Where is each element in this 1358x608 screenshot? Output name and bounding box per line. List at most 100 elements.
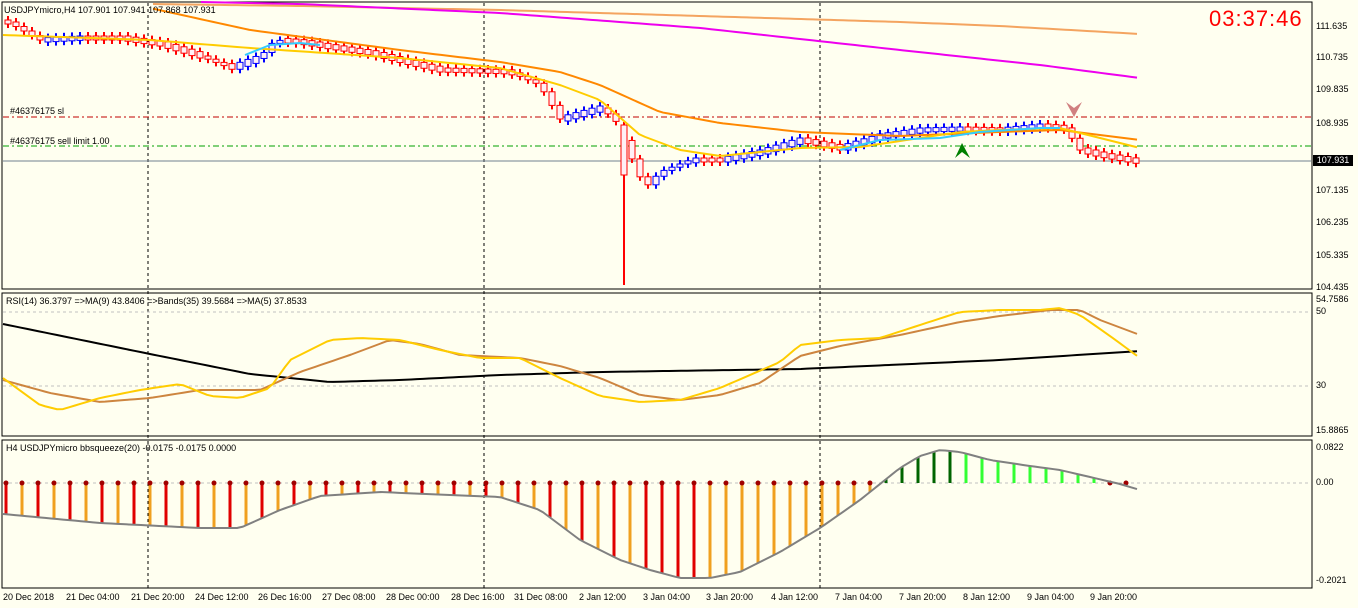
time-label: 4 Jan 12:00 bbox=[771, 592, 819, 602]
squeeze-header: H4 USDJPYmicro bbsqueeze(20) -0.0175 -0.… bbox=[6, 443, 237, 453]
candle-body bbox=[1108, 153, 1116, 160]
candle-body bbox=[1068, 127, 1076, 139]
candle-body bbox=[596, 105, 604, 113]
candle-body bbox=[796, 137, 804, 145]
candle-body bbox=[1116, 154, 1124, 162]
candle-body bbox=[724, 155, 732, 163]
candle-body bbox=[932, 127, 940, 133]
candle-body bbox=[356, 47, 364, 54]
candle-body bbox=[580, 109, 588, 118]
candle-body bbox=[324, 42, 332, 50]
ma-long-line bbox=[200, 1, 1138, 79]
candle-body bbox=[484, 68, 492, 74]
candle-body bbox=[236, 61, 244, 70]
squeeze-dot bbox=[291, 480, 297, 486]
squeeze-dot bbox=[387, 480, 393, 486]
squeeze-dot bbox=[179, 480, 185, 486]
squeeze-dot bbox=[99, 480, 105, 486]
candle-body bbox=[284, 37, 292, 44]
squeeze-dot bbox=[259, 480, 265, 486]
squeeze-dot bbox=[611, 480, 617, 486]
rsi-header: RSI(14) 36.3797 =>MA(9) 43.8406 =>Bands(… bbox=[6, 296, 307, 306]
time-label: 20 Dec 2018 bbox=[3, 592, 55, 602]
candle-body bbox=[820, 140, 828, 148]
squeeze-dot bbox=[467, 480, 473, 486]
rsi-ma-line bbox=[2, 309, 1138, 403]
squeeze-momentum-line bbox=[2, 449, 1138, 579]
main-panel-frame bbox=[1, 1, 1313, 290]
candle-body bbox=[644, 176, 652, 186]
time-label: 28 Dec 16:00 bbox=[451, 592, 505, 602]
squeeze-panel-frame bbox=[1, 439, 1313, 589]
candle-body bbox=[276, 39, 284, 44]
rsi-scale-label: 50 bbox=[1316, 306, 1327, 316]
squeeze-dot bbox=[371, 480, 377, 486]
squeeze-scale-label: -0.2021 bbox=[1316, 575, 1347, 585]
candle-body bbox=[188, 48, 196, 57]
time-label: 3 Jan 20:00 bbox=[706, 592, 754, 602]
candle-body bbox=[4, 19, 12, 25]
price-label: 111.635 bbox=[1316, 21, 1348, 31]
squeeze-dot bbox=[1123, 480, 1129, 486]
squeeze-dot bbox=[787, 480, 793, 486]
candle-body bbox=[924, 127, 932, 133]
candle-body bbox=[140, 37, 148, 45]
candle-body bbox=[748, 151, 756, 158]
candle-body bbox=[540, 82, 548, 93]
squeeze-dot bbox=[131, 480, 137, 486]
squeeze-dot bbox=[851, 480, 857, 486]
squeeze-dot bbox=[355, 480, 361, 486]
rsi-scale-label: 30 bbox=[1316, 380, 1327, 390]
time-label: 3 Jan 04:00 bbox=[643, 592, 691, 602]
candle-body bbox=[268, 42, 276, 53]
candle-body bbox=[588, 107, 596, 115]
squeeze-scale-label: 0.0822 bbox=[1316, 442, 1344, 452]
candle-body bbox=[212, 58, 220, 63]
squeeze-dot bbox=[51, 480, 57, 486]
rsi-panel-frame bbox=[1, 292, 1313, 437]
candle-body bbox=[708, 157, 716, 163]
candle-body bbox=[332, 44, 340, 51]
candle-body bbox=[348, 46, 356, 53]
squeeze-dot bbox=[419, 480, 425, 486]
time-label: 7 Jan 20:00 bbox=[899, 592, 947, 602]
squeeze-dot bbox=[147, 480, 153, 486]
squeeze-dot bbox=[243, 480, 249, 486]
rsi-scale-label: 54.7586 bbox=[1316, 294, 1349, 304]
candle-body bbox=[444, 67, 452, 73]
time-label: 26 Dec 16:00 bbox=[258, 592, 312, 602]
squeeze-dot bbox=[195, 480, 201, 486]
time-label: 31 Dec 08:00 bbox=[514, 592, 568, 602]
symbol-header: USDJPYmicro,H4 107.901 107.941 107.868 1… bbox=[4, 5, 216, 15]
candle-body bbox=[204, 55, 212, 60]
squeeze-dot bbox=[19, 480, 25, 486]
sell-arrow-icon bbox=[1066, 102, 1082, 117]
candle-body bbox=[1124, 156, 1132, 163]
time-label: 7 Jan 04:00 bbox=[835, 592, 883, 602]
candle-body bbox=[780, 142, 788, 150]
squeeze-dot bbox=[435, 480, 441, 486]
candle-body bbox=[436, 65, 444, 73]
candle-body bbox=[956, 126, 964, 132]
candle-body bbox=[948, 126, 956, 132]
candle-body bbox=[556, 104, 564, 120]
squeeze-dot bbox=[403, 480, 409, 486]
squeeze-dot bbox=[275, 480, 281, 486]
squeeze-dot bbox=[515, 480, 521, 486]
candle-body bbox=[380, 52, 388, 59]
candle-body bbox=[564, 114, 572, 122]
candle-body bbox=[420, 61, 428, 69]
trend-segment bbox=[244, 42, 321, 56]
candle-body bbox=[1076, 137, 1084, 151]
squeeze-dot bbox=[531, 480, 537, 486]
candle-body bbox=[1084, 147, 1092, 155]
squeeze-dot bbox=[451, 480, 457, 486]
candle-body bbox=[364, 49, 372, 56]
candle-body bbox=[196, 51, 204, 59]
price-label: 109.835 bbox=[1316, 84, 1349, 94]
time-label: 21 Dec 20:00 bbox=[131, 592, 185, 602]
squeeze-dot bbox=[819, 480, 825, 486]
squeeze-dot bbox=[627, 480, 633, 486]
candle-body bbox=[908, 128, 916, 135]
